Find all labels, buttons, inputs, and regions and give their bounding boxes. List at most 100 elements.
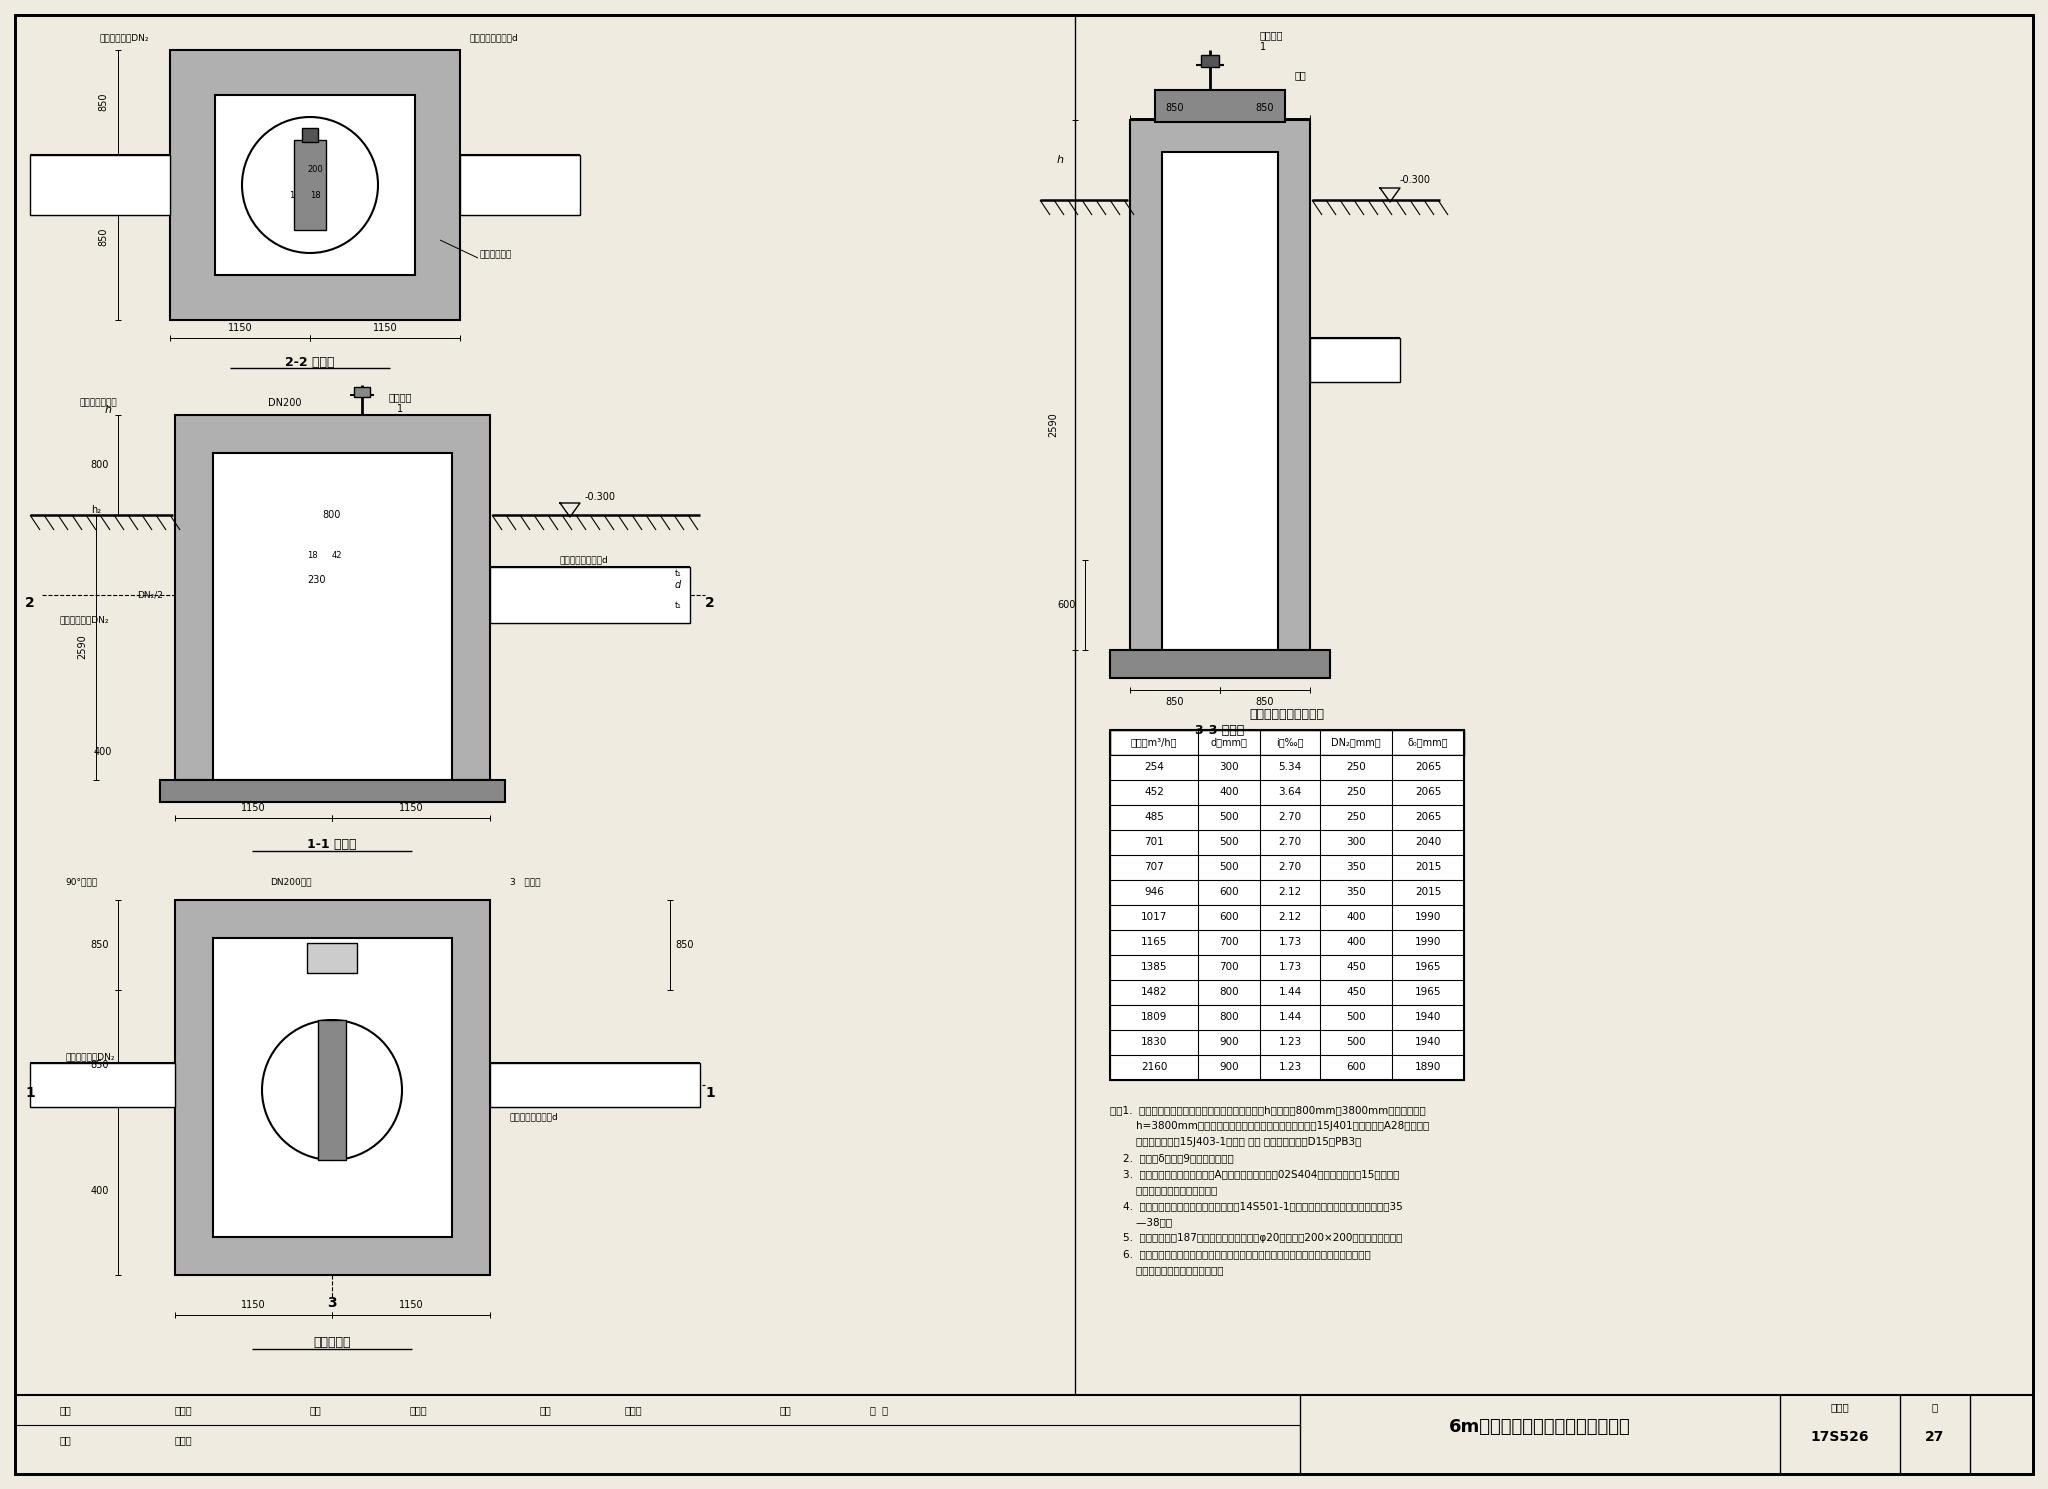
Text: 出水阀门: 出水阀门 [1260,30,1284,40]
Text: 1940: 1940 [1415,1013,1442,1021]
Text: 2: 2 [25,596,35,610]
Text: 传输泄压井出水管d: 传输泄压井出水管d [510,1112,559,1121]
Text: 500: 500 [1219,812,1239,822]
Bar [354,387,371,398]
Text: 1017: 1017 [1141,911,1167,922]
Text: 400: 400 [90,1187,109,1196]
Text: 曹国保: 曹国保 [174,1435,193,1444]
Text: 707: 707 [1145,862,1163,873]
Bar [170,51,461,320]
Text: 400: 400 [1346,937,1366,947]
Text: d（mm）: d（mm） [1210,737,1247,747]
Text: 叶  建: 叶 建 [870,1406,889,1415]
Text: 850: 850 [1255,103,1274,113]
Text: 3   钢盖板: 3 钢盖板 [510,877,541,886]
Bar [295,140,326,229]
Text: 900: 900 [1219,1036,1239,1047]
Text: 250: 250 [1346,762,1366,771]
Text: 400: 400 [94,747,113,756]
Text: 2160: 2160 [1141,1062,1167,1072]
Bar [1110,651,1329,677]
Text: 1990: 1990 [1415,911,1442,922]
Text: 600: 600 [1059,600,1075,610]
Text: -0.300: -0.300 [584,491,616,502]
Text: 900: 900 [1219,1062,1239,1072]
Text: t₁: t₁ [674,569,682,578]
Bar [31,155,170,214]
Text: 2065: 2065 [1415,788,1442,797]
Bar [1110,1005,1464,1030]
Text: DN₂/2: DN₂/2 [137,591,164,600]
Text: 600: 600 [1219,911,1239,922]
Text: 800: 800 [1219,1013,1239,1021]
Text: 1150: 1150 [399,803,424,813]
Text: 传输泄压井出水管d: 传输泄压井出水管d [469,33,518,43]
Text: 5.  钢盖板详见第187页，传输泄压井盖板留φ20圆孔，呈200×200正方形阵列布置。: 5. 钢盖板详见第187页，传输泄压井盖板留φ20圆孔，呈200×200正方形阵… [1110,1233,1403,1243]
Text: 2590: 2590 [78,634,86,660]
Text: 250: 250 [1346,788,1366,797]
Text: 90°钢直梯: 90°钢直梯 [66,877,96,886]
Text: 3.64: 3.64 [1278,788,1303,797]
Text: 1830: 1830 [1141,1036,1167,1047]
Text: 出水阀门: 出水阀门 [389,392,412,402]
Text: 350: 350 [1346,887,1366,896]
Text: 850: 850 [90,940,109,950]
Text: 传输泄压工况出水管表: 传输泄压工况出水管表 [1249,709,1325,722]
Text: 700: 700 [1219,962,1239,972]
Text: 250: 250 [1346,812,1366,822]
Text: 3: 3 [328,1295,336,1310]
Text: 2: 2 [705,596,715,610]
Text: d: d [676,581,682,590]
Bar [213,938,453,1237]
Text: 1165: 1165 [1141,937,1167,947]
Bar [1110,829,1464,855]
Text: 2015: 2015 [1415,887,1442,896]
Text: 1.73: 1.73 [1278,962,1303,972]
Text: DN200钢管: DN200钢管 [270,877,311,886]
Bar [1155,89,1284,122]
Text: DN₂（mm）: DN₂（mm） [1331,737,1380,747]
Text: 1150: 1150 [227,323,252,334]
Bar [489,567,690,622]
Bar [1110,730,1464,755]
Text: 传输泄压井出水管d: 传输泄压井出水管d [559,555,608,564]
Text: 2065: 2065 [1415,812,1442,822]
Text: 850: 850 [98,92,109,112]
Text: 3-3 剖面图: 3-3 剖面图 [1196,724,1245,737]
Bar [1110,880,1464,905]
Bar [1110,931,1464,954]
Circle shape [262,1020,401,1160]
Text: 泵站总出水管DN₂: 泵站总出水管DN₂ [59,615,109,624]
Text: 500: 500 [1346,1013,1366,1021]
Text: 王立存: 王立存 [410,1406,428,1415]
Text: 1965: 1965 [1415,962,1442,972]
Text: 点设置复合式污水排气阀排气。: 点设置复合式污水排气阀排气。 [1110,1266,1223,1275]
Text: 1: 1 [289,191,295,200]
Text: 不锈钢丝网封底: 不锈钢丝网封底 [80,399,117,408]
Text: 1385: 1385 [1141,962,1167,972]
Text: 图集号: 图集号 [1831,1403,1849,1412]
Text: 254: 254 [1145,762,1163,771]
Text: 300: 300 [1346,837,1366,847]
Text: 500: 500 [1219,862,1239,873]
Text: i（‰）: i（‰） [1276,737,1305,747]
Text: 42: 42 [332,551,342,560]
Bar [1110,780,1464,806]
Text: 1: 1 [397,404,403,414]
Text: 400: 400 [1346,911,1366,922]
Text: 1965: 1965 [1415,987,1442,998]
Text: h: h [104,405,111,415]
Text: 1809: 1809 [1141,1013,1167,1021]
Text: 800: 800 [90,460,109,471]
Text: 1890: 1890 [1415,1062,1442,1072]
Text: 2.70: 2.70 [1278,862,1303,873]
Text: 4.  球墨铸铁踏步做法、选用和检测详见14S501-1《球墨铸铁单层井盖及踏步施工》第35: 4. 球墨铸铁踏步做法、选用和检测详见14S501-1《球墨铸铁单层井盖及踏步施… [1110,1202,1403,1211]
Text: 2-2 剖面图: 2-2 剖面图 [285,356,334,368]
Text: 200: 200 [307,165,324,174]
Bar [174,415,489,780]
Bar [1110,755,1464,780]
Text: 2.12: 2.12 [1278,887,1303,896]
Text: 600: 600 [1346,1062,1366,1072]
Text: 钢栏杆做法选用15J403-1《楼梯 栏杆 栏板（一）》第D15页PB3。: 钢栏杆做法选用15J403-1《楼梯 栏杆 栏板（一）》第D15页PB3。 [1110,1138,1362,1147]
Text: 2.  管壁厚δ详见第9页管壁厚度表。: 2. 管壁厚δ详见第9页管壁厚度表。 [1110,1152,1233,1163]
